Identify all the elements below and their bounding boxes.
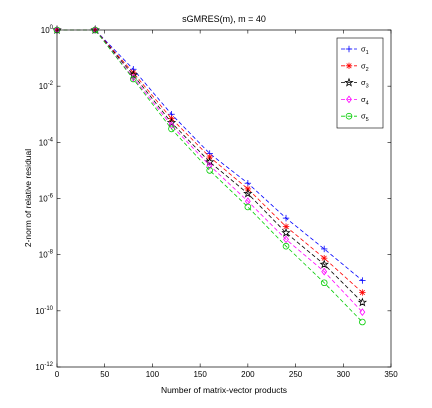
legend-label: σ2 bbox=[361, 61, 369, 73]
y-tick-label: 10-8 bbox=[39, 250, 54, 260]
legend-label: σ4 bbox=[361, 95, 369, 107]
series-3-point bbox=[319, 259, 329, 269]
x-tick-label: 300 bbox=[337, 370, 351, 379]
legend: σ1 σ2 σ3 σ4 σ5 bbox=[336, 37, 384, 129]
y-tick-label: 10-4 bbox=[39, 137, 54, 147]
series-3-point bbox=[204, 157, 215, 166]
series-5-point bbox=[206, 167, 213, 174]
legend-marker bbox=[345, 62, 353, 69]
legend-marker bbox=[345, 45, 353, 53]
series-1-point bbox=[359, 277, 366, 284]
legend-entry: σ3 bbox=[341, 77, 369, 90]
series-1-point bbox=[282, 214, 290, 222]
x-tick-label: 0 bbox=[55, 370, 60, 379]
series-5-point bbox=[282, 242, 290, 250]
legend-label: σ1 bbox=[361, 45, 369, 57]
series-5-line bbox=[57, 29, 363, 323]
series-5-point bbox=[130, 75, 137, 83]
x-axis-label: Number of matrix-vector products bbox=[161, 385, 287, 395]
series-3-point bbox=[166, 117, 177, 127]
x-tick-label: 100 bbox=[146, 370, 160, 379]
series-1-point bbox=[321, 245, 328, 253]
series-4-point bbox=[321, 267, 328, 276]
y-tick-label: 10-12 bbox=[35, 362, 53, 372]
series-1-line bbox=[57, 29, 363, 281]
series-5-point bbox=[244, 203, 252, 211]
legend-marker bbox=[344, 77, 354, 87]
x-tick-label: 150 bbox=[193, 370, 207, 379]
series-5-point bbox=[320, 279, 328, 287]
series-5-point bbox=[168, 125, 175, 133]
y-tick-label: 10-2 bbox=[39, 81, 54, 91]
series-4-point bbox=[359, 308, 366, 316]
plot-area bbox=[57, 30, 391, 367]
legend-marker bbox=[346, 95, 352, 104]
series-3-point bbox=[281, 227, 291, 237]
series-2-point bbox=[359, 289, 366, 296]
x-tick-label: 200 bbox=[241, 370, 255, 379]
series-4-point bbox=[206, 161, 213, 170]
series-4-point bbox=[283, 235, 289, 244]
series-5 bbox=[53, 26, 366, 326]
y-axis-label: 2-norm of relative residual bbox=[23, 149, 33, 247]
chart-title: sGMRES(m), m = 40 bbox=[182, 14, 266, 24]
legend-marker bbox=[345, 112, 353, 120]
legend-label: σ5 bbox=[361, 112, 369, 124]
legend-entry: σ2 bbox=[341, 61, 369, 73]
axes-layer: 0 50 100 150 200 250 300 350 100 10-2 10-4 10-6 10-8… bbox=[35, 25, 398, 379]
series-5-point bbox=[359, 318, 366, 326]
x-tick-label: 250 bbox=[289, 370, 303, 379]
series-3-point bbox=[243, 188, 253, 198]
y-tick-label: 10-10 bbox=[35, 306, 53, 316]
series-1-point bbox=[244, 180, 252, 187]
legend-entry: σ5 bbox=[341, 112, 369, 124]
x-tick-label: 350 bbox=[384, 370, 398, 379]
series-layer bbox=[52, 25, 368, 326]
y-tick-label: 10-6 bbox=[39, 194, 54, 204]
legend-entry: σ4 bbox=[341, 95, 369, 107]
series-3-point bbox=[357, 297, 368, 307]
x-tick-label: 50 bbox=[100, 370, 109, 379]
legend-entry: σ1 bbox=[341, 45, 369, 57]
series-2-point bbox=[282, 223, 290, 230]
legend-label: σ3 bbox=[361, 78, 369, 90]
y-tick-label: 100 bbox=[41, 25, 54, 35]
